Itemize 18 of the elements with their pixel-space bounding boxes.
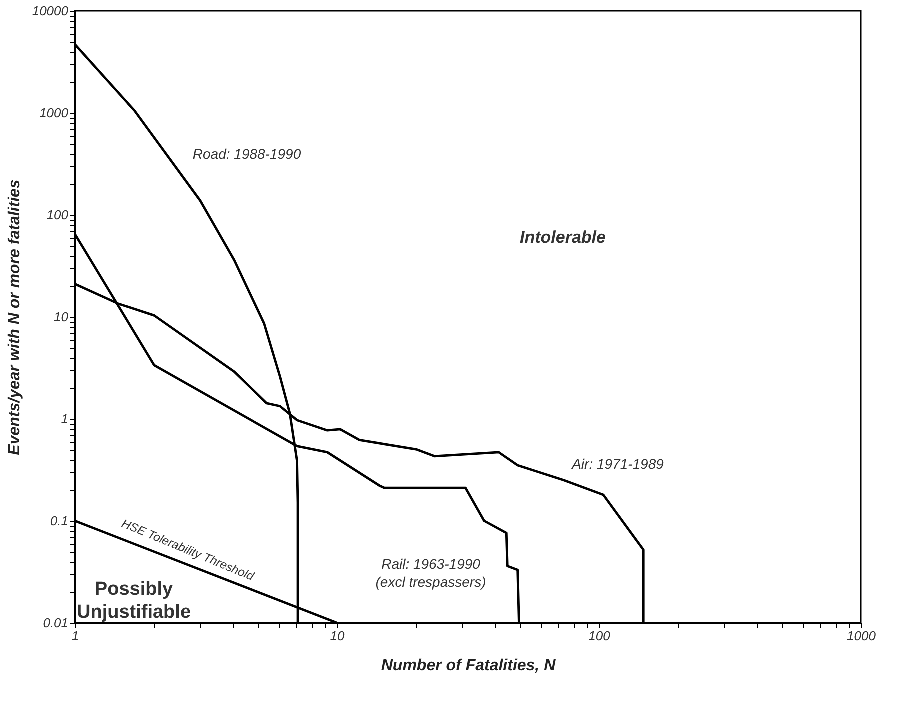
annotation: Possibly Unjustifiable (76, 579, 192, 623)
y-tick-label: 10 (54, 310, 70, 324)
x-tick-label: 1 (72, 628, 80, 644)
series-label: Rail: 1963-1990 (excl trespassers) (376, 556, 486, 590)
y-tick-label: 1 (61, 412, 68, 426)
series-label: Air: 1971-1989 (571, 456, 664, 472)
x-tick-label: 10 (330, 628, 346, 644)
y-tick-label: 100 (46, 208, 70, 222)
x-tick-label: 100 (588, 628, 612, 644)
annotation: Intolerable (520, 228, 606, 247)
x-axis-title: Number of Fatalities, N (381, 658, 556, 674)
y-axis-title: Events/year with N or more fatalities (6, 180, 24, 456)
series-label: Road: 1988-1990 (192, 146, 302, 162)
y-tick-label: 1000 (40, 106, 70, 120)
y-tick-label: 0.1 (50, 514, 68, 528)
y-tick-label: 10000 (32, 4, 70, 18)
x-tick-label: 1000 (847, 628, 877, 644)
y-tick-label: 0.01 (43, 616, 68, 630)
